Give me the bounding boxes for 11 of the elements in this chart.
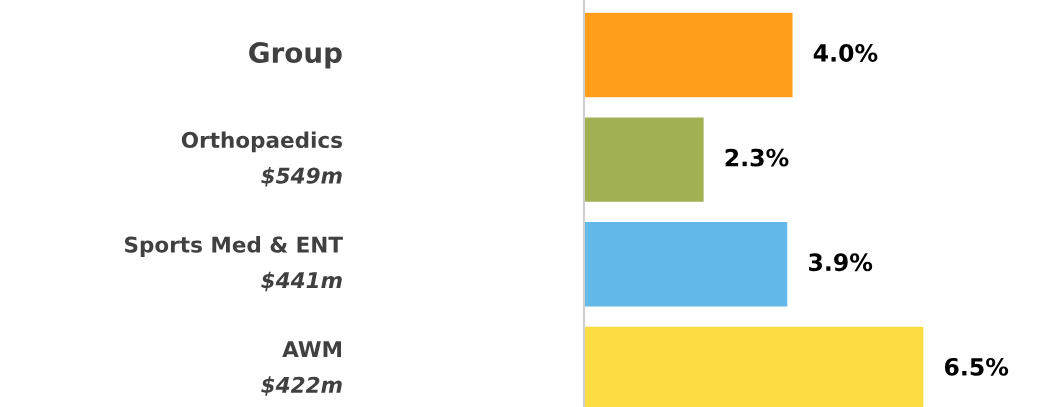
data-label: 4.0% <box>813 44 878 62</box>
bar <box>584 11 794 99</box>
bar <box>584 116 706 204</box>
y-tick-label: AWM $422m <box>261 341 342 396</box>
data-label: 6.5% <box>944 357 1009 376</box>
y-tick-label: Sports Med & ENT $441m <box>125 236 343 292</box>
bar <box>584 220 789 308</box>
data-label: 2.3% <box>725 148 789 167</box>
data-label: 3.9% <box>809 253 873 272</box>
y-tick-label: Group <box>249 42 342 69</box>
y-tick-label: Orthopaedics $549m <box>181 131 342 187</box>
